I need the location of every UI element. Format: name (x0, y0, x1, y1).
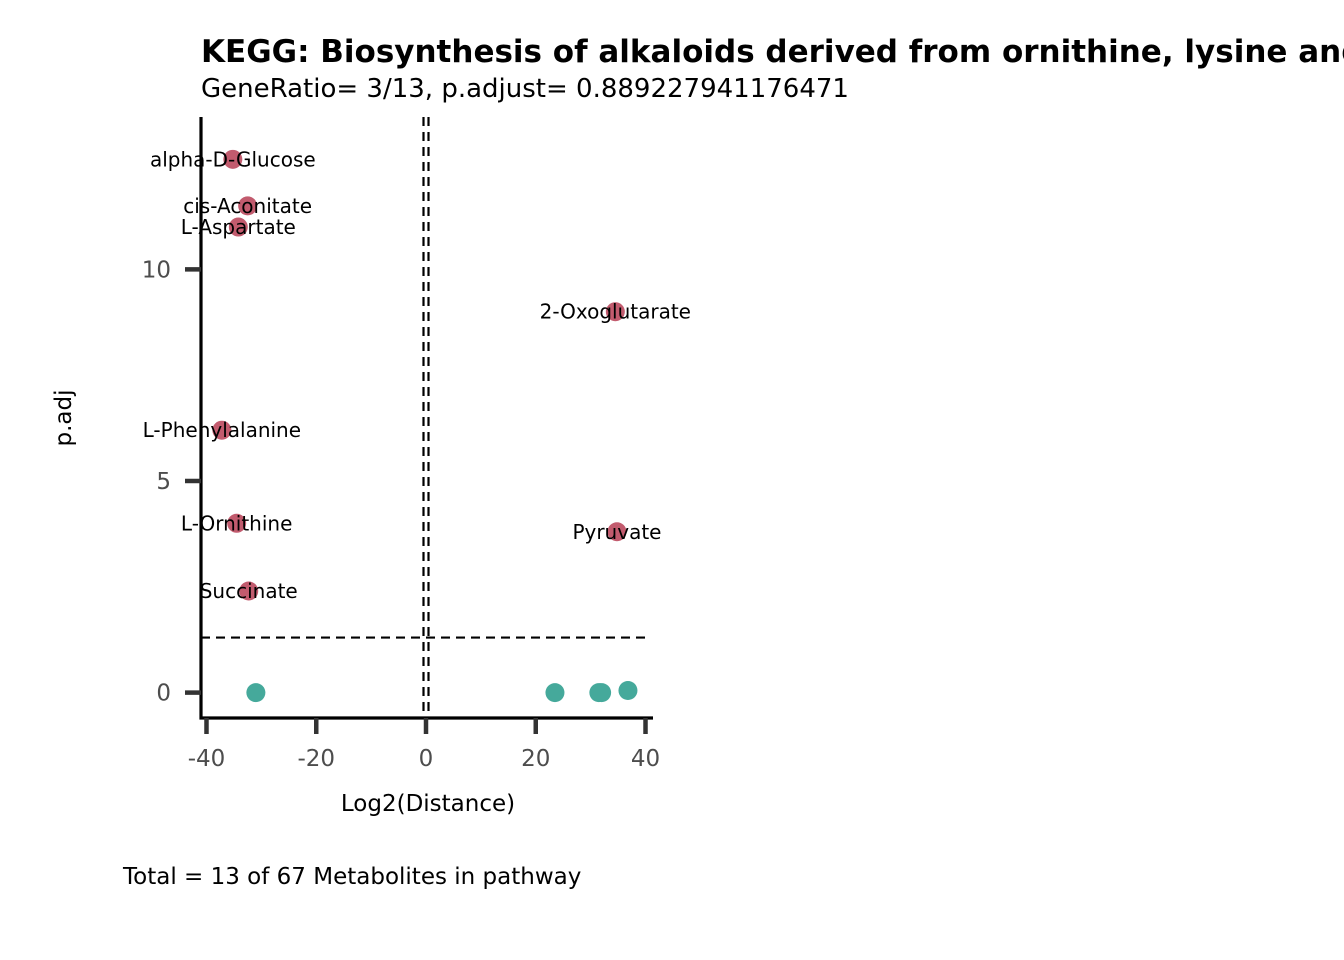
point-label-0: alpha-D-Glucose (150, 147, 316, 171)
point-label-2: L-Aspartate (181, 215, 296, 239)
data-point-5 (227, 513, 247, 533)
reference-lines (201, 117, 646, 718)
x-axis-title: Log2(Distance) (341, 791, 515, 817)
point-label-3: 2-Oxoglutarate (540, 300, 691, 324)
point-label-4: L-Phenylalanine (143, 418, 301, 442)
point-label-1: cis-Aconitate (183, 194, 312, 218)
y-axis-title: p.adj (51, 390, 77, 447)
data-point-2 (228, 217, 248, 237)
data-point-1 (238, 196, 258, 216)
chart-title: KEGG: Biosynthesis of alkaloids derived … (201, 34, 1344, 70)
y-tick-label: 10 (142, 257, 171, 283)
data-point-7 (239, 581, 259, 601)
chart-subtitle: GeneRatio= 3/13, p.adjust= 0.88922794117… (201, 74, 849, 104)
y-tick-label: 5 (156, 469, 171, 495)
point-label-5: L-Ornithine (181, 511, 292, 535)
chart-caption: Total = 13 of 67 Metabolites in pathway (122, 864, 581, 890)
y-tick-label: 0 (156, 681, 171, 707)
point-label-6: Pyruvate (572, 520, 661, 544)
data-point-6 (607, 522, 627, 542)
data-point-12 (618, 680, 638, 700)
x-tick-label: -40 (188, 746, 226, 772)
data-points (212, 149, 638, 703)
x-tick-label: 40 (631, 746, 660, 772)
axis-ticks: -40 -20 0 20 40 0 5 10 (142, 257, 660, 772)
data-point-9 (545, 683, 565, 703)
data-point-0 (223, 149, 243, 169)
point-label-7: Succinate (200, 579, 298, 603)
data-point-4 (212, 420, 232, 440)
x-tick-label: 0 (419, 746, 434, 772)
x-tick-label: -20 (297, 746, 335, 772)
x-tick-label: 20 (521, 746, 550, 772)
data-point-11 (592, 683, 612, 703)
data-point-3 (605, 302, 625, 322)
data-point-8 (246, 683, 266, 703)
